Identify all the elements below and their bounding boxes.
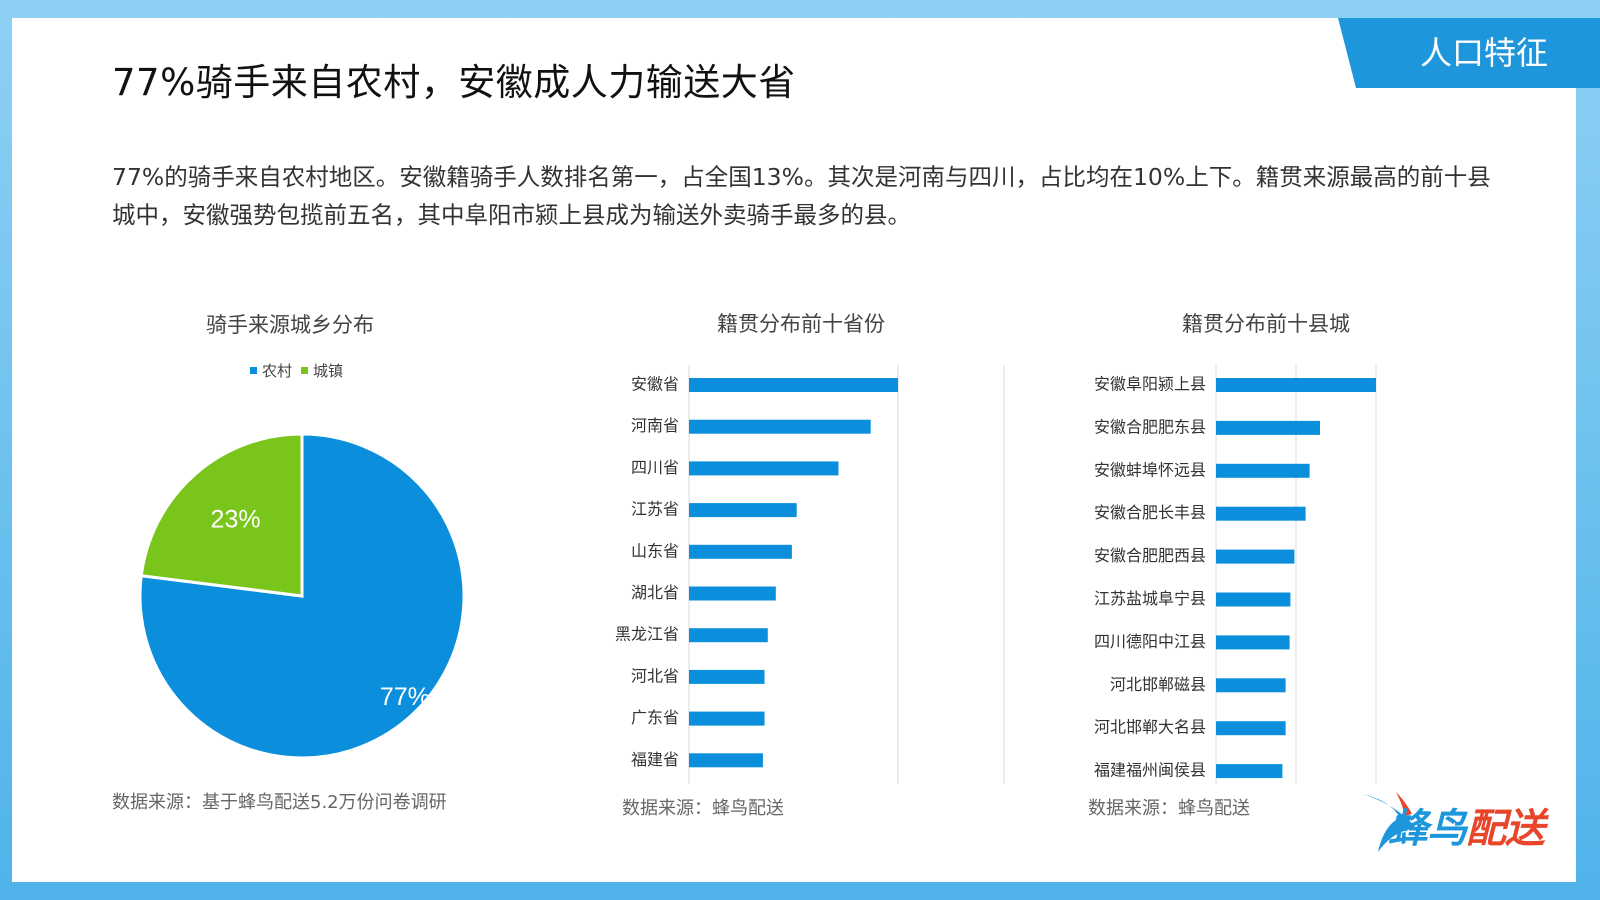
pie-legend: 农村 城镇 [250, 360, 352, 381]
brand-logo-text: 蜂鸟配送 [1388, 796, 1545, 854]
category-label: 广东省 [631, 708, 679, 727]
category-label: 四川省 [631, 458, 679, 477]
bar [1216, 721, 1286, 736]
bar [689, 586, 776, 601]
section-tag: 人口特征 [1338, 18, 1600, 88]
pie-slice-town [139, 432, 304, 598]
category-label: 河南省 [631, 416, 679, 435]
bar [1216, 678, 1286, 693]
brand-logo-part-a: 蜂鸟 [1388, 806, 1467, 852]
bar [689, 753, 763, 768]
category-label: 安徽蚌埠怀远县 [1094, 460, 1206, 479]
county-source: 数据来源：蜂鸟配送 [1088, 798, 1250, 819]
pie-label-town: 23% [211, 505, 261, 533]
description-text: 77%的骑手来自农村地区。安徽籍骑手人数排名第一，占全国13%。其次是河南与四川… [112, 163, 1491, 229]
category-label: 安徽阜阳颍上县 [1094, 375, 1206, 394]
pie-chart-title: 骑手来源城乡分布 [206, 313, 374, 337]
category-label: 安徽省 [631, 375, 679, 394]
category-label: 安徽合肥肥西县 [1094, 546, 1206, 565]
bar [689, 461, 839, 476]
legend-item-rural: 农村 [250, 360, 292, 381]
category-label: 福建省 [631, 750, 679, 769]
county-chart-title: 籍贯分布前十县城 [1182, 312, 1350, 336]
pie-source: 数据来源：基于蜂鸟配送5.2万份问卷调研 [112, 792, 447, 813]
bar [689, 628, 768, 643]
legend-label-rural: 农村 [262, 362, 293, 380]
category-label: 江苏省 [631, 500, 679, 519]
bar [689, 378, 898, 392]
category-label: 河北邯郸大名县 [1094, 718, 1206, 737]
bar [1216, 764, 1283, 779]
legend-label-town: 城镇 [313, 362, 344, 380]
category-label: 黑龙江省 [615, 625, 679, 644]
bar [1216, 506, 1306, 521]
bar [1216, 592, 1291, 607]
bar [1216, 463, 1310, 478]
pie-label-rural: 77% [380, 683, 430, 711]
category-label: 安徽合肥长丰县 [1094, 503, 1206, 522]
category-label: 福建福州闽侯县 [1094, 761, 1206, 780]
category-label: 安徽合肥肥东县 [1094, 417, 1206, 436]
bar [689, 503, 797, 518]
category-label: 湖北省 [631, 583, 679, 602]
bar [689, 669, 765, 684]
category-label: 江苏盐城阜宁县 [1094, 589, 1206, 608]
province-chart-title: 籍贯分布前十省份 [717, 312, 885, 336]
bar [1216, 420, 1320, 435]
bar [1216, 378, 1376, 392]
category-label: 山东省 [631, 541, 679, 560]
brand-logo-part-b: 配送 [1466, 806, 1545, 852]
legend-swatch-rural [250, 367, 257, 374]
hummingbird-icon [1362, 792, 1416, 852]
bar [689, 711, 765, 726]
category-label: 四川德阳中江县 [1094, 632, 1206, 651]
category-label: 河北省 [631, 666, 679, 685]
page-title: 77%骑手来自农村，安徽成人力输送大省 [112, 61, 796, 104]
bar [689, 544, 792, 559]
bar [1216, 549, 1295, 564]
bar [689, 419, 871, 434]
legend-item-town: 城镇 [301, 360, 343, 381]
category-label: 河北邯郸磁县 [1110, 675, 1206, 694]
province-source: 数据来源：蜂鸟配送 [622, 798, 784, 819]
legend-swatch-town [301, 367, 309, 374]
bar [1216, 635, 1290, 650]
